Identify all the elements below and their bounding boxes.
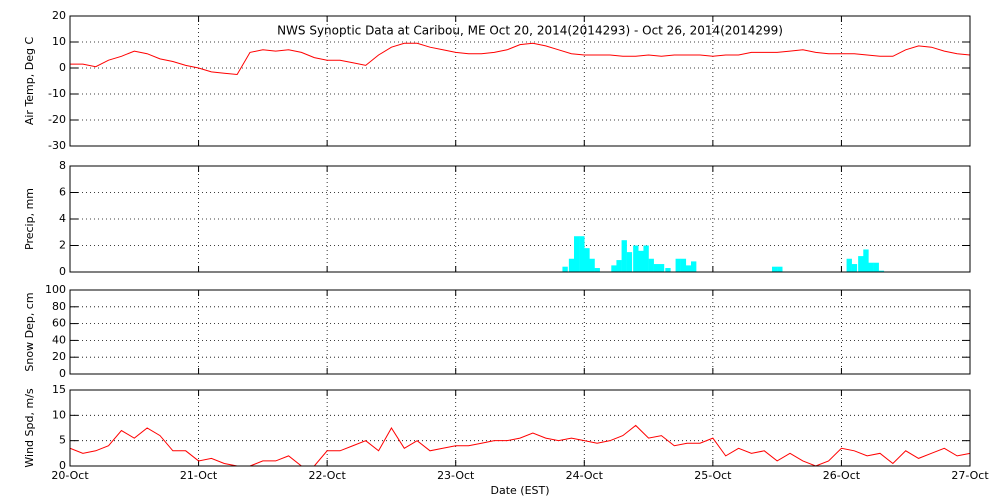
bar	[863, 249, 869, 272]
plot-frame	[69, 389, 971, 467]
y-tick-label: 10	[52, 35, 66, 48]
y-tick-label: 0	[59, 459, 66, 472]
y-tick-label: 20	[52, 350, 66, 363]
y-tick-label: 6	[59, 186, 66, 199]
bar	[777, 266, 783, 272]
bar	[648, 258, 654, 272]
bar	[851, 264, 858, 272]
x-axis-label: Date (EST)	[490, 484, 549, 497]
x-tick-label: 24-Oct	[566, 469, 604, 482]
bar	[675, 258, 681, 272]
y-tick-label: 80	[52, 300, 66, 313]
y-tick-label: 5	[59, 434, 66, 447]
y-tick-label: 2	[59, 239, 66, 252]
x-tick-label: 23-Oct	[437, 469, 475, 482]
data-line	[70, 42, 971, 76]
bar	[846, 258, 852, 272]
bar	[589, 258, 595, 272]
y-axis-label: Snow Dep, cm	[23, 292, 36, 371]
bar	[594, 268, 600, 272]
bar	[621, 240, 627, 272]
bar	[633, 245, 639, 272]
y-tick-label: 60	[52, 317, 66, 330]
y-tick-label: 40	[52, 333, 66, 346]
chart-title: NWS Synoptic Data at Caribou, ME Oct 20,…	[277, 24, 783, 38]
x-tick-label: 20-Oct	[51, 469, 89, 482]
bar	[638, 250, 644, 272]
bar	[772, 266, 778, 272]
y-tick-label: 15	[52, 383, 66, 396]
y-tick-label: 100	[45, 283, 66, 296]
y-axis-label: Wind Spd, m/s	[23, 388, 36, 468]
y-tick-label: 20	[52, 9, 66, 22]
plot-frame	[69, 15, 971, 147]
y-tick-label: 0	[59, 367, 66, 380]
bar	[562, 266, 568, 272]
y-axis-label: Air Temp, Deg C	[23, 37, 36, 126]
x-tick-label: 22-Oct	[308, 469, 346, 482]
x-tick-label: 27-Oct	[951, 469, 989, 482]
bar	[626, 252, 633, 272]
bar	[653, 264, 660, 272]
bar	[665, 268, 671, 272]
plot-frame	[69, 165, 971, 273]
bar	[584, 248, 590, 272]
bar	[878, 270, 885, 272]
y-tick-label: 0	[59, 265, 66, 278]
bar	[568, 258, 575, 272]
bar	[574, 236, 580, 272]
y-axis-label: Precip, mm	[23, 188, 36, 250]
bar	[579, 236, 585, 272]
bar	[658, 264, 665, 272]
bar	[873, 262, 879, 272]
y-tick-label: 0	[59, 61, 66, 74]
bar	[616, 260, 622, 272]
y-tick-label: -10	[48, 87, 66, 100]
bar	[858, 256, 864, 272]
bar	[691, 261, 697, 272]
y-tick-label: -20	[48, 113, 66, 126]
bar	[611, 265, 617, 272]
x-tick-label: 21-Oct	[180, 469, 218, 482]
plot-frame	[69, 289, 971, 375]
data-line	[69, 424, 971, 467]
y-tick-label: 8	[59, 159, 66, 172]
y-tick-label: 10	[52, 408, 66, 421]
bar	[685, 265, 692, 272]
y-tick-label: 4	[59, 212, 66, 225]
bar	[868, 262, 874, 272]
bar	[643, 245, 649, 272]
y-tick-label: -30	[48, 139, 66, 152]
x-tick-label: 26-Oct	[823, 469, 861, 482]
bar	[680, 258, 687, 272]
x-tick-label: 25-Oct	[694, 469, 732, 482]
